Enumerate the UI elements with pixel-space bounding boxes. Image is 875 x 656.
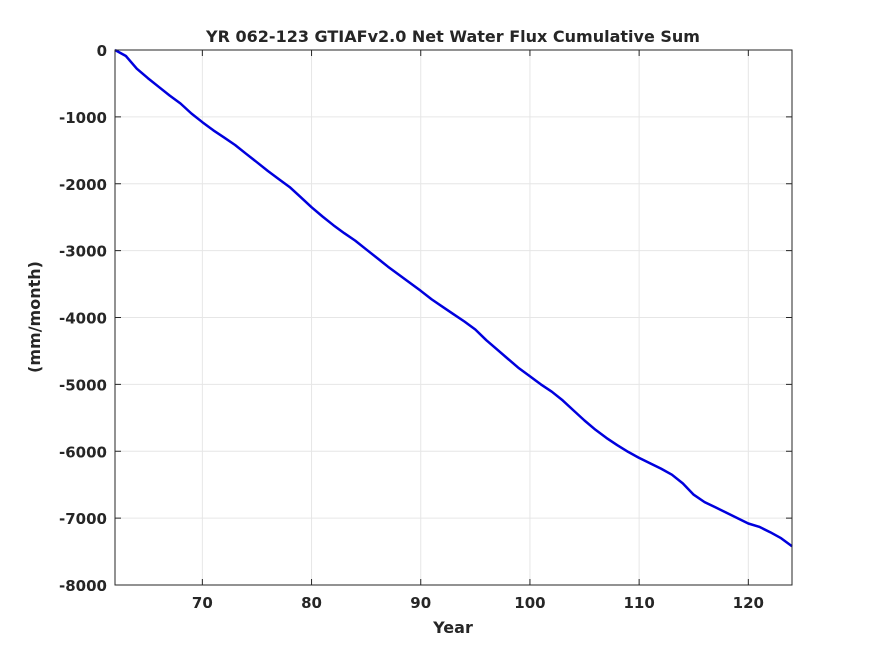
y-tick-label: -6000 bbox=[59, 443, 107, 461]
x-tick-label: 100 bbox=[514, 594, 545, 612]
y-axis-label: (mm/month) bbox=[25, 261, 44, 373]
y-tick-labels: 0 -1000 -2000 -3000 -4000 -5000 -6000 -7000 -800… bbox=[59, 42, 107, 595]
x-tick-label: 120 bbox=[733, 594, 764, 612]
x-tick-labels: 70 80 90 100 110 120 bbox=[192, 594, 764, 612]
y-tick-label: -2000 bbox=[59, 176, 107, 194]
y-tick-label: -4000 bbox=[59, 310, 107, 328]
y-tick-label: -3000 bbox=[59, 243, 107, 261]
y-tick-label: -5000 bbox=[59, 376, 107, 394]
chart-title: YR 062-123 GTIAFv2.0 Net Water Flux Cumu… bbox=[205, 27, 700, 46]
x-tick-label: 110 bbox=[623, 594, 654, 612]
y-tick-label: -1000 bbox=[59, 109, 107, 127]
y-tick-label: -7000 bbox=[59, 510, 107, 528]
series-line bbox=[114, 48, 793, 548]
x-tick-label: 80 bbox=[301, 594, 322, 612]
x-tick-label: 70 bbox=[192, 594, 213, 612]
x-tick-label: 90 bbox=[410, 594, 431, 612]
y-tick-label: -8000 bbox=[59, 577, 107, 595]
data-series bbox=[114, 48, 793, 548]
y-tick-label: 0 bbox=[97, 42, 107, 60]
x-axis-label: Year bbox=[432, 618, 473, 637]
axis-ticks bbox=[115, 49, 792, 586]
